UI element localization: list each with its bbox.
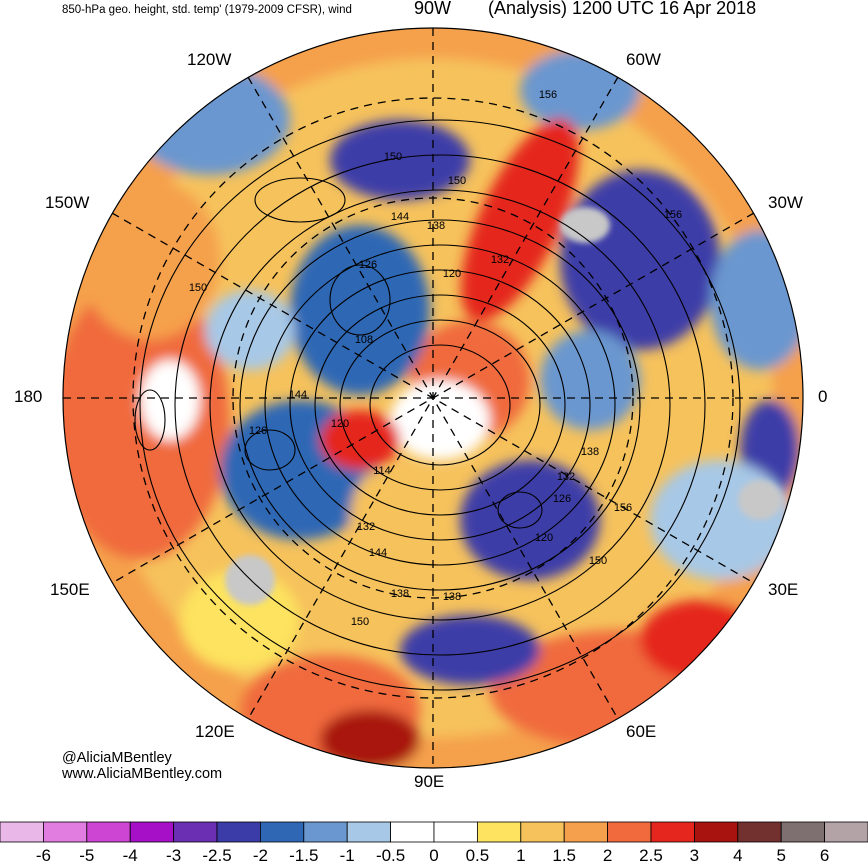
colorbar-swatch	[86, 821, 131, 843]
contour-label: 156	[539, 89, 557, 101]
lon-label-150w: 150W	[45, 193, 90, 212]
colorbar-tick-label: -1	[339, 846, 355, 865]
contour-label: 126	[553, 493, 571, 505]
contour-label: 138	[443, 591, 461, 603]
contour-label: 138	[581, 446, 599, 458]
graticule	[63, 28, 803, 768]
contour-label: 150	[448, 175, 466, 187]
contour-label: 126	[359, 259, 377, 271]
lon-label-180: 180	[14, 387, 43, 406]
colorbar-tick-label: 2	[602, 846, 613, 865]
colorbar-tick-label: 0.5	[465, 846, 490, 865]
colorbar-swatch	[433, 821, 478, 843]
contour-label: 120	[535, 532, 553, 544]
map-subtitle: 850-hPa geo. height, std. temp' (1979-20…	[62, 4, 352, 16]
lon-label-120w: 120W	[187, 50, 232, 69]
contour-label: 126	[249, 425, 267, 437]
colorbar-tick-label: 6	[819, 846, 830, 865]
colorbar-tick-label: -2.5	[202, 846, 232, 865]
colorbar-swatch	[824, 821, 868, 843]
colorbar-swatch	[520, 821, 565, 843]
author-handle: @AliciaMBentley	[62, 750, 172, 766]
colorbar-swatch	[173, 821, 218, 843]
colorbar-swatch	[563, 821, 609, 843]
colorbar-swatch	[259, 821, 305, 843]
colorbar-tick-label: 1.5	[552, 846, 577, 865]
contour-label: 150	[589, 555, 607, 567]
contour-label: 144	[289, 389, 307, 401]
lon-label-120e: 120E	[195, 722, 235, 741]
contour-label: 132	[357, 521, 375, 533]
colorbar-swatch	[216, 821, 261, 843]
lon-label-60w: 60W	[626, 50, 661, 69]
colorbar-tick-label: -2	[252, 846, 268, 865]
lon-label-30e: 30E	[768, 580, 799, 599]
colorbar-tick-label: 3	[689, 846, 700, 865]
colorbar-tick-label: -1.5	[289, 846, 319, 865]
contour-label: 132	[557, 471, 575, 483]
colorbar-swatch	[476, 821, 522, 843]
colorbar-swatch	[129, 821, 174, 843]
lon-label-30w: 30W	[768, 193, 803, 212]
colorbar-tick-label: 4	[733, 846, 743, 865]
colorbar-swatch	[43, 821, 88, 843]
contour-label: 138	[427, 220, 445, 232]
colorbar-tick-label: -5	[79, 846, 95, 865]
colorbar-swatch	[390, 821, 435, 843]
colorbar-swatch	[346, 821, 392, 843]
contour-label: 120	[443, 268, 461, 280]
contour-label: 108	[355, 334, 373, 346]
contour-label: 132	[491, 254, 509, 266]
lon-label-60e: 60E	[626, 722, 657, 741]
colorbar-tick-label: 2.5	[639, 846, 663, 865]
lon-label-150e: 150E	[50, 580, 90, 599]
lon-label-0: 0	[818, 387, 828, 406]
contour-label: 156	[664, 209, 682, 221]
colorbar-tick-label: 1	[516, 846, 526, 865]
colorbar-tick-label: -3	[166, 846, 182, 865]
contour-label: 150	[351, 616, 369, 628]
colorbar-tick-label: 0	[429, 846, 439, 865]
colorbar-tick-label: -4	[122, 846, 138, 865]
colorbar-swatch	[737, 821, 782, 843]
contour-label: 120	[331, 418, 349, 430]
colorbar-swatch	[303, 821, 348, 843]
top-longitude-label: 90W	[414, 0, 452, 18]
contour-label: 150	[189, 282, 207, 294]
contour-label: 138	[391, 588, 409, 600]
colorbar-tick-label: 5	[776, 846, 786, 865]
contour-label: 144	[369, 547, 387, 559]
lon-label-90e: 90E	[414, 772, 445, 791]
contour-label: 156	[614, 502, 632, 514]
analysis-title: (Analysis) 1200 UTC 16 Apr 2018	[488, 0, 757, 18]
height-contours	[134, 119, 741, 691]
colorbar-tick-label: -6	[35, 846, 51, 865]
colorbar	[0, 821, 868, 843]
colorbar-tick-label: -0.5	[375, 846, 406, 865]
colorbar-swatch	[607, 821, 652, 843]
colorbar-swatch	[694, 821, 739, 843]
contour-label: 144	[391, 211, 409, 223]
colorbar-swatch	[0, 821, 44, 843]
colorbar-swatch	[780, 821, 826, 843]
colorbar-swatch	[650, 821, 695, 843]
contour-label: 150	[384, 151, 402, 163]
contour-label-group: 156 150 144 138 126 120 132 108 144 126 …	[189, 89, 682, 628]
contour-label: 114	[373, 465, 391, 477]
author-website[interactable]: www.AliciaMBentley.com	[62, 766, 223, 782]
